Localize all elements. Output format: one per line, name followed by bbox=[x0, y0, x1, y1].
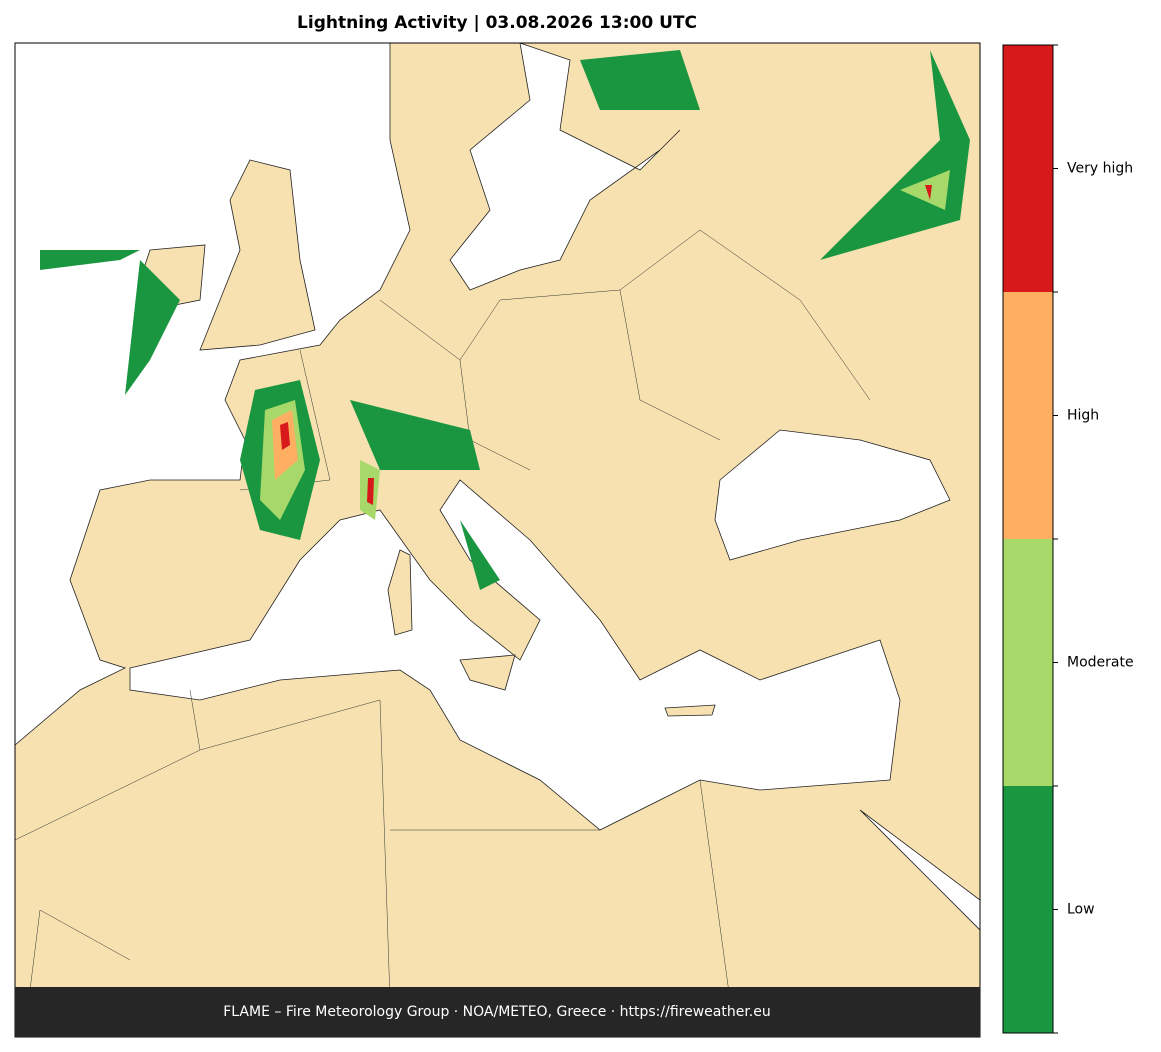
colorbar-segment bbox=[1003, 45, 1053, 292]
footer: FLAME – Fire Meteorology Group · NOA/MET… bbox=[223, 1004, 771, 1020]
crete bbox=[664, 704, 716, 717]
britain bbox=[199, 159, 316, 351]
colorbar-label: Very high bbox=[1067, 161, 1133, 177]
colorbar-frame bbox=[1002, 44, 1054, 1034]
corsica-sardinia bbox=[387, 549, 413, 636]
lightning bbox=[40, 50, 970, 590]
red-sea bbox=[859, 809, 980, 931]
footer-bar bbox=[15, 987, 980, 1037]
colorbar-segment bbox=[1003, 539, 1053, 786]
colorbar-segment bbox=[1003, 292, 1053, 539]
sicily bbox=[459, 654, 516, 691]
colorbar-label: Low bbox=[1067, 902, 1095, 918]
baltic bbox=[449, 43, 681, 291]
map bbox=[15, 43, 980, 1037]
colorbar-label: High bbox=[1067, 408, 1099, 424]
black-sea bbox=[714, 429, 951, 561]
colorbar-segment bbox=[1003, 786, 1053, 1033]
mediterranean bbox=[129, 479, 901, 831]
colorbar-label: Moderate bbox=[1067, 655, 1134, 671]
colorbar: Low Moderate High Very high bbox=[1002, 44, 1134, 1034]
title: Lightning Activity | 03.08.2026 13:00 UT… bbox=[297, 13, 697, 33]
